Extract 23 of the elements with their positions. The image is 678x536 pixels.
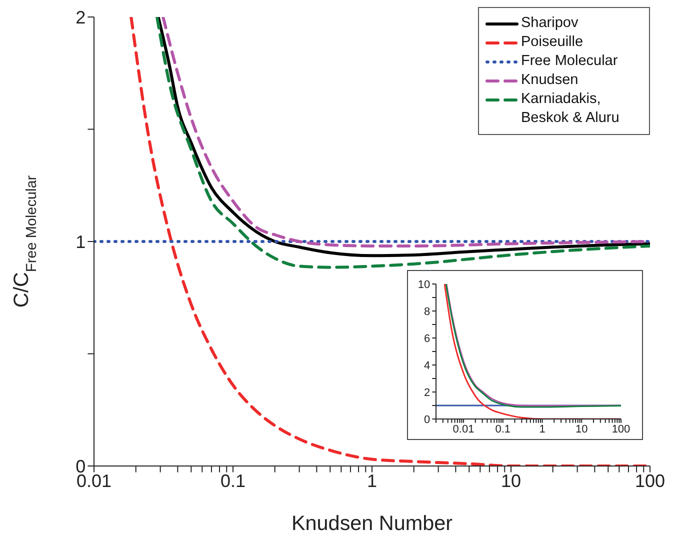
- y-tick-label: 2: [424, 386, 430, 399]
- y-tick-label: 2: [76, 7, 86, 28]
- x-tick-label: 0.1: [220, 471, 246, 492]
- x-tick-label: 100: [612, 424, 630, 436]
- legend-label: Free Molecular: [521, 52, 618, 71]
- x-tick-label: 1: [366, 471, 378, 492]
- x-tick-label: 10: [576, 424, 588, 436]
- y-tick-label: 10: [418, 278, 430, 291]
- x-tick-label: 10: [500, 471, 522, 492]
- legend-label: Knudsen: [521, 71, 578, 90]
- y-tick-label: 0: [424, 414, 430, 426]
- x-tick-label: 100: [634, 471, 666, 492]
- y-tick-label: 8: [424, 306, 430, 318]
- x-tick-label: 1: [539, 424, 546, 436]
- y-tick-label: 4: [424, 360, 430, 372]
- x-axis-title: Knudsen Number: [292, 512, 453, 535]
- x-tick-label: 0.01: [452, 424, 474, 436]
- legend-label: Sharipov: [521, 14, 578, 33]
- y-tick-label: 6: [424, 332, 430, 345]
- x-tick-label: 0.1: [495, 424, 511, 436]
- legend-label: Poiseuille: [521, 33, 584, 52]
- y-tick-label: 1: [76, 232, 86, 252]
- legend-label: Karniadakis, Beskok & Aluru: [521, 90, 620, 128]
